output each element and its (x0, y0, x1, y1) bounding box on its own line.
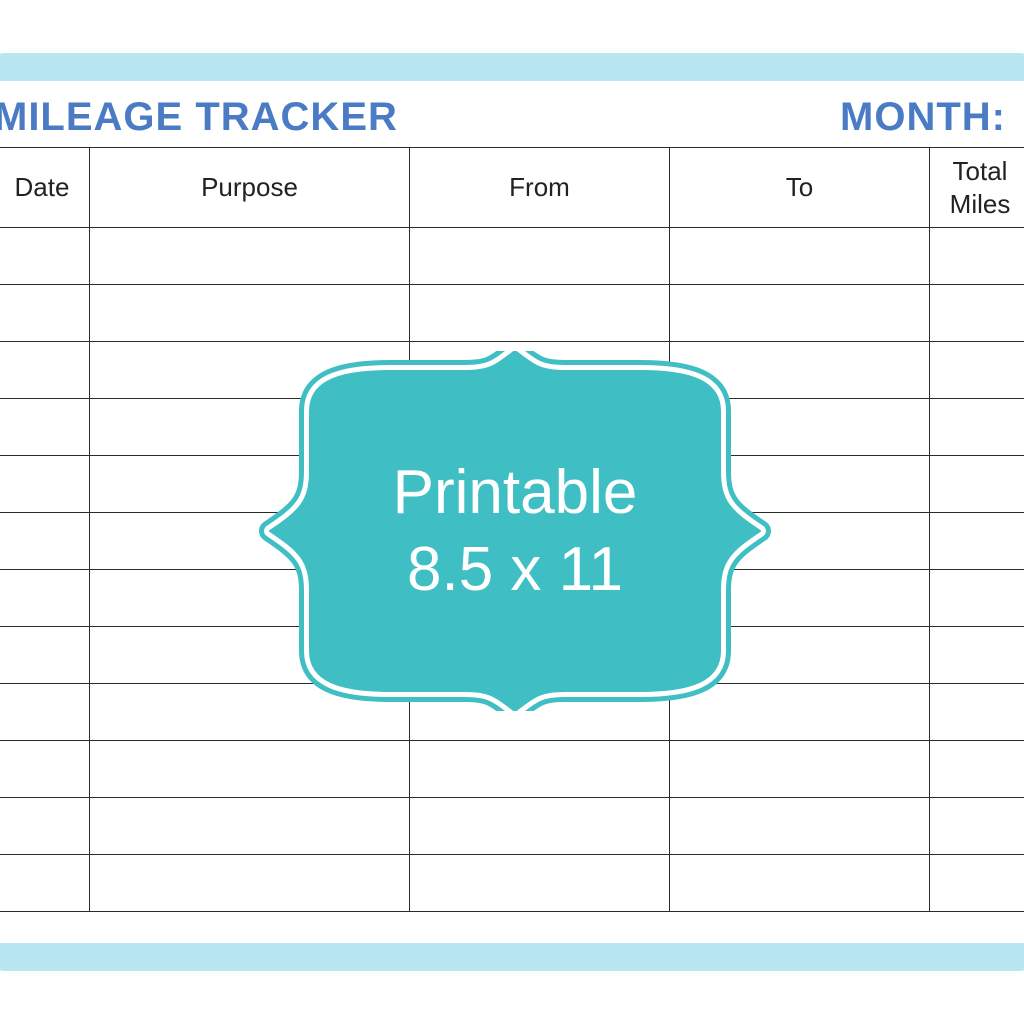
table-row (0, 741, 1024, 798)
sheet-area: MILEAGE TRACKER MONTH: Date Purpose From… (0, 81, 1024, 943)
table-row (0, 456, 1024, 513)
table-row (0, 342, 1024, 399)
frame-border: MILEAGE TRACKER MONTH: Date Purpose From… (0, 53, 1024, 971)
table-row (0, 798, 1024, 855)
header-row: MILEAGE TRACKER MONTH: (0, 81, 1024, 147)
table-body (0, 228, 1024, 912)
table-row (0, 684, 1024, 741)
col-total-miles-l1: Total (953, 156, 1008, 186)
col-total-miles: Total Miles (930, 148, 1024, 228)
table-row (0, 285, 1024, 342)
table-row (0, 627, 1024, 684)
col-total-miles-l2: Miles (950, 189, 1011, 219)
col-purpose: Purpose (90, 148, 410, 228)
col-date: Date (0, 148, 90, 228)
table-row (0, 399, 1024, 456)
table-row (0, 570, 1024, 627)
col-to: To (670, 148, 930, 228)
mileage-table: Date Purpose From To Total Miles (0, 147, 1024, 912)
table-row (0, 855, 1024, 912)
table-row (0, 513, 1024, 570)
table-header-row: Date Purpose From To Total Miles (0, 148, 1024, 228)
col-from: From (410, 148, 670, 228)
month-label: MONTH: (840, 95, 1006, 140)
table-row (0, 228, 1024, 285)
page-title: MILEAGE TRACKER (0, 95, 398, 140)
